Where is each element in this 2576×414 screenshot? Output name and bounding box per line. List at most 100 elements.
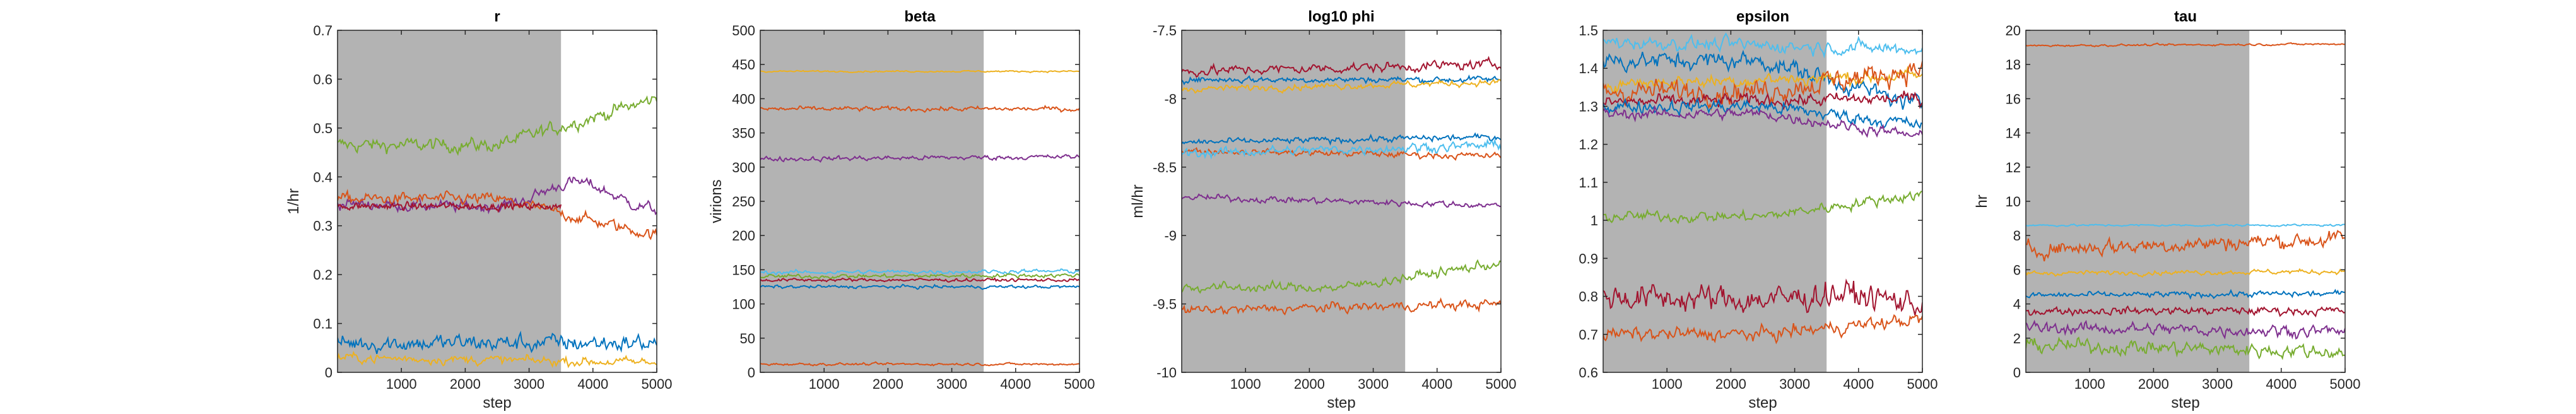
x-tick-label: 3000 — [514, 376, 544, 392]
y-tick-label: 250 — [732, 194, 755, 210]
y-tick-label: 10 — [2006, 194, 2021, 210]
x-tick-label: 5000 — [642, 376, 673, 392]
panel-title: tau — [2174, 8, 2197, 25]
x-tick-label: 3000 — [1358, 376, 1389, 392]
y-tick-label: 1.3 — [1579, 98, 1598, 114]
series-line-3 — [760, 153, 1079, 163]
axes-box — [337, 30, 657, 373]
axes-box — [1181, 30, 1502, 373]
series-line-3 — [1182, 78, 1501, 94]
y-tick-label: 0 — [748, 365, 755, 381]
series-line-1 — [1182, 56, 1501, 78]
series-line-4 — [2026, 268, 2345, 278]
series-line-9 — [1603, 278, 1922, 316]
y-tick-label: 0.9 — [1579, 251, 1598, 266]
x-tick-label: 2000 — [2138, 376, 2169, 392]
y-tick-label: 50 — [740, 331, 755, 346]
y-tick-label: 300 — [732, 160, 755, 175]
y-tick-label: -9.5 — [1153, 297, 1177, 312]
burnin-region — [760, 30, 984, 372]
y-tick-label: 1 — [1591, 213, 1598, 228]
x-tick-label: 2000 — [1294, 376, 1325, 392]
y-tick-label: 1.2 — [1579, 137, 1598, 153]
traces — [2026, 42, 2345, 360]
x-tick-label: 3000 — [936, 376, 967, 392]
y-tick-label: 1.4 — [1579, 61, 1598, 76]
traces — [1182, 56, 1501, 316]
y-tick-label: 150 — [732, 262, 755, 278]
y-tick-label: 16 — [2006, 91, 2021, 107]
series-line-6 — [760, 277, 1079, 283]
x-axis-label: step — [1748, 394, 1777, 411]
series-line-8 — [2026, 336, 2345, 360]
panel-title: r — [494, 8, 500, 25]
panel-3: 1000 2000 3000 4000 5000 -10 -9.5 -9 -8.5 -8 -7.5 l… — [1129, 8, 1516, 411]
series-line-7 — [1603, 105, 1922, 138]
panel-4: 1000 2000 3000 4000 5000 0.6 0.7 0.8 0.9 1 1.1 1.2 1… — [1579, 8, 1938, 411]
y-tick-label: 400 — [732, 91, 755, 107]
series-line-9 — [1182, 297, 1501, 316]
x-tick-label: 4000 — [1843, 376, 1874, 392]
y-tick-label: 500 — [732, 23, 755, 38]
y-tick-label: 350 — [732, 126, 755, 141]
y-tick-label: 0.5 — [313, 121, 332, 136]
series-line-1 — [2026, 42, 2345, 48]
y-axis-label: virions — [708, 179, 725, 223]
x-tick-label: 5000 — [1907, 376, 1938, 392]
panel-5: 1000 2000 3000 4000 5000 0 2 4 6 8 10 12 14 16 18 20 tau… — [1973, 8, 2360, 411]
x-tick-label: 1000 — [1652, 376, 1683, 392]
y-tick-label: 0.3 — [313, 218, 332, 234]
y-tick-label: 0 — [2013, 365, 2021, 381]
x-tick-label: 5000 — [1486, 376, 1517, 392]
series-line-6 — [338, 350, 657, 369]
x-axis-label: step — [1327, 394, 1355, 411]
x-tick-label: 5000 — [1064, 376, 1095, 392]
y-tick-label: -10 — [1156, 365, 1177, 381]
series-line-8 — [760, 361, 1079, 367]
y-tick-label: 1.1 — [1579, 175, 1598, 191]
series-line-5 — [2026, 288, 2345, 300]
y-tick-label: 200 — [732, 228, 755, 244]
series-line-10 — [1603, 314, 1922, 345]
axes-box — [1603, 30, 1923, 373]
x-tick-label: 1000 — [809, 376, 840, 392]
series-line-2 — [1603, 49, 1922, 110]
x-tick-label: 2000 — [450, 376, 481, 392]
series-line-1 — [1603, 32, 1922, 59]
panel-title: epsilon — [1736, 8, 1789, 25]
y-tick-label: 1.5 — [1579, 23, 1598, 38]
series-line-2 — [2026, 223, 2345, 227]
x-tick-label: 4000 — [2266, 376, 2297, 392]
y-tick-label: 0.6 — [313, 71, 332, 87]
y-tick-label: 0.6 — [1579, 365, 1598, 381]
x-tick-label: 5000 — [2330, 376, 2361, 392]
panel-title: beta — [904, 8, 936, 25]
x-axis-label: step — [2171, 394, 2199, 411]
y-tick-label: 100 — [732, 297, 755, 312]
series-line-7 — [760, 283, 1079, 290]
series-line-5 — [338, 330, 657, 354]
x-tick-label: 3000 — [2202, 376, 2233, 392]
burnin-region — [2026, 30, 2250, 372]
series-line-4 — [760, 268, 1079, 276]
y-tick-label: -8.5 — [1153, 160, 1177, 175]
x-tick-label: 1000 — [2074, 376, 2105, 392]
panel-title: log10 phi — [1308, 8, 1374, 25]
x-tick-label: 1000 — [1230, 376, 1261, 392]
y-tick-label: 0.2 — [313, 267, 332, 283]
y-tick-label: 0.4 — [313, 169, 332, 185]
series-line-7 — [2026, 319, 2345, 340]
y-tick-label: -9 — [1164, 228, 1177, 244]
y-tick-label: 0.8 — [1579, 289, 1598, 305]
series-line-3 — [338, 189, 657, 240]
series-line-2 — [760, 105, 1079, 113]
series-line-1 — [338, 95, 657, 157]
y-tick-label: 0 — [325, 365, 332, 381]
y-axis-label: hr — [1973, 194, 1991, 208]
y-tick-label: -8 — [1164, 91, 1177, 107]
series-line-1 — [760, 69, 1079, 74]
series-line-2 — [1182, 74, 1501, 86]
traces — [1603, 32, 1922, 345]
y-tick-label: 6 — [2013, 262, 2021, 278]
y-tick-label: 0.7 — [313, 23, 332, 38]
